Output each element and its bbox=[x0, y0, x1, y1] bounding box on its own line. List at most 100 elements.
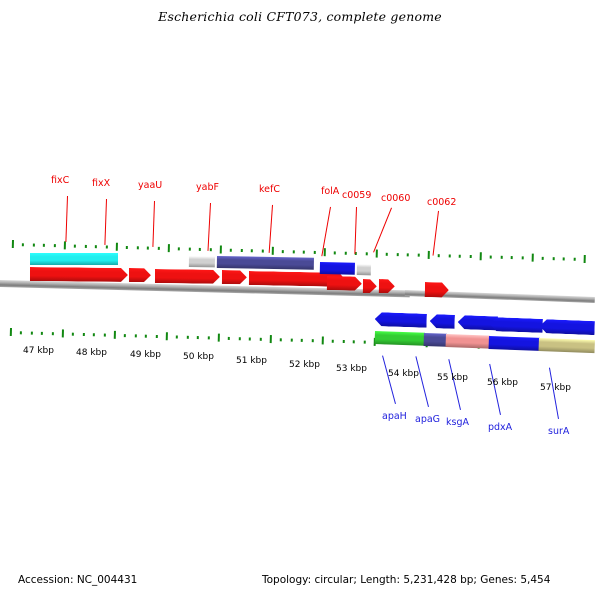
scale-tick-minor bbox=[207, 336, 210, 340]
gene-feature-pdxA-arrow[interactable] bbox=[489, 317, 542, 333]
gene-label-fixC[interactable]: fixC bbox=[51, 175, 70, 186]
gene-feature-c0059-band[interactable] bbox=[356, 264, 371, 276]
scale-tick-minor bbox=[32, 243, 35, 247]
scale-tick-minor bbox=[396, 253, 399, 257]
gene-feature-kefC-band[interactable] bbox=[216, 256, 314, 270]
scale-tick-minor bbox=[448, 254, 451, 258]
scale-label: 57 kbp bbox=[540, 383, 571, 393]
gene-label-ksgA[interactable]: ksgA bbox=[446, 417, 469, 428]
scale-tick-major bbox=[321, 336, 324, 345]
gene-feature-yabF-band[interactable] bbox=[188, 256, 215, 268]
leader-line-kefC bbox=[268, 204, 273, 253]
gene-label-folA[interactable]: folA bbox=[321, 186, 340, 197]
scale-label: 55 kbp bbox=[437, 373, 468, 383]
scale-tick-minor bbox=[124, 334, 127, 338]
gene-feature-body bbox=[319, 262, 355, 275]
scale-tick-minor bbox=[95, 245, 98, 249]
leader-line-surA bbox=[548, 367, 559, 419]
accession-text: Accession: NC_004431 bbox=[18, 574, 138, 586]
gene-label-yabF[interactable]: yabF bbox=[196, 182, 219, 193]
gene-feature-body bbox=[155, 269, 220, 284]
scale-tick-minor bbox=[41, 331, 44, 335]
scale-tick-minor bbox=[134, 334, 137, 338]
scale-tick-minor bbox=[282, 250, 285, 254]
gene-feature-apaG-arrow[interactable] bbox=[430, 314, 455, 329]
leader-line-apaG bbox=[415, 356, 429, 407]
gene-feature-body bbox=[356, 264, 371, 276]
scale-tick-minor bbox=[406, 253, 409, 257]
gene-label-kefC[interactable]: kefC bbox=[259, 184, 280, 195]
scale-tick-minor bbox=[188, 247, 191, 251]
gene-feature-fixC-arrow[interactable] bbox=[30, 267, 128, 282]
scale-tick-minor bbox=[417, 253, 420, 257]
scale-label: 53 kbp bbox=[336, 364, 367, 374]
gene-feature-ksgA-band[interactable] bbox=[445, 334, 490, 349]
scale-tick-minor bbox=[490, 255, 493, 259]
gene-label-c0060[interactable]: c0060 bbox=[381, 193, 411, 204]
scale-tick-major bbox=[167, 244, 170, 253]
scale-tick-major bbox=[375, 249, 378, 258]
gene-feature-body bbox=[489, 317, 542, 333]
scale-tick-minor bbox=[300, 338, 303, 342]
gene-feature-yaaU-arrow[interactable] bbox=[155, 269, 220, 284]
gene-feature-surA-band[interactable] bbox=[538, 338, 595, 354]
scale-tick-minor bbox=[43, 243, 46, 247]
scale-tick-major bbox=[165, 332, 168, 341]
gene-feature-c0062-arrow[interactable] bbox=[425, 282, 449, 298]
scale-tick-minor bbox=[136, 246, 139, 250]
gene-feature-fixC-band[interactable] bbox=[30, 253, 118, 265]
scale-tick-minor bbox=[186, 335, 189, 339]
gene-feature-body bbox=[129, 268, 151, 282]
gene-label-apaH[interactable]: apaH bbox=[382, 411, 407, 422]
scale-tick-major bbox=[323, 248, 326, 257]
scale-tick-minor bbox=[53, 244, 56, 248]
gene-feature-fixX-arrow[interactable] bbox=[129, 268, 151, 282]
gene-label-c0062[interactable]: c0062 bbox=[427, 197, 457, 208]
scale-tick-major bbox=[427, 250, 430, 259]
gene-feature-surA-arrow[interactable] bbox=[539, 319, 594, 335]
scale-tick-minor bbox=[311, 339, 314, 343]
gene-feature-pdxA-band[interactable] bbox=[488, 336, 540, 351]
scale-tick-minor bbox=[209, 248, 212, 252]
scale-tick-major bbox=[9, 328, 12, 337]
gene-feature-folA-arrow[interactable] bbox=[327, 276, 362, 291]
scale-tick-minor bbox=[259, 337, 262, 341]
scale-tick-minor bbox=[562, 257, 565, 261]
gene-label-surA[interactable]: surA bbox=[548, 426, 570, 437]
gene-label-yaaU[interactable]: yaaU bbox=[138, 180, 163, 191]
scale-tick-minor bbox=[521, 256, 524, 260]
page-title: Escherichia coli CFT073, complete genome bbox=[158, 9, 442, 24]
gene-label-pdxA[interactable]: pdxA bbox=[488, 422, 513, 433]
scale-tick-minor bbox=[438, 254, 441, 258]
scale-tick-minor bbox=[155, 334, 158, 338]
gene-feature-body bbox=[488, 336, 540, 351]
gene-label-fixX[interactable]: fixX bbox=[92, 178, 111, 189]
scale-label: 51 kbp bbox=[236, 356, 267, 366]
scale-tick-minor bbox=[344, 251, 347, 255]
gene-feature-body bbox=[30, 267, 128, 282]
gene-feature-body bbox=[375, 312, 427, 328]
gene-feature-body bbox=[539, 319, 594, 335]
gene-feature-c0059-arrow[interactable] bbox=[363, 279, 377, 293]
scale-tick-major bbox=[269, 335, 272, 344]
gene-feature-apaH-band[interactable] bbox=[374, 331, 425, 346]
gene-feature-apaH-arrow[interactable] bbox=[375, 312, 427, 328]
scale-tick-minor bbox=[196, 336, 200, 340]
gene-feature-folA-band[interactable] bbox=[319, 262, 355, 275]
scale-tick-minor bbox=[342, 340, 345, 344]
scale-tick-major bbox=[113, 330, 116, 339]
gene-feature-apaG-band[interactable] bbox=[423, 333, 447, 347]
scale-tick-minor bbox=[292, 250, 295, 254]
gene-feature-body bbox=[425, 282, 449, 298]
scale-tick-minor bbox=[542, 256, 545, 260]
gene-label-apaG[interactable]: apaG bbox=[415, 414, 441, 425]
scale-tick-minor bbox=[302, 250, 306, 254]
gene-feature-yabF-arrow[interactable] bbox=[222, 270, 247, 284]
scale-tick-major bbox=[115, 242, 118, 251]
gene-label-c0059[interactable]: c0059 bbox=[342, 190, 372, 201]
scale-label: 50 kbp bbox=[183, 352, 214, 362]
gene-feature-c0060-arrow[interactable] bbox=[379, 279, 395, 293]
scale-tick-minor bbox=[352, 340, 355, 344]
scale-tick-minor bbox=[248, 337, 252, 341]
